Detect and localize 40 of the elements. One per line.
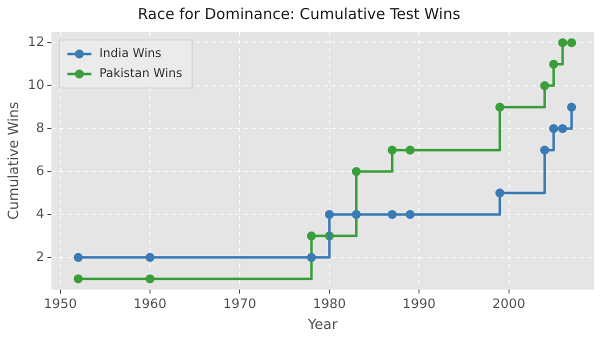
point xyxy=(74,252,83,262)
x-tick-label: 1950 xyxy=(44,296,77,312)
x-axis-title: Year xyxy=(306,317,338,334)
legend-label: India Wins xyxy=(99,46,162,60)
x-tick-label: 2000 xyxy=(492,296,526,312)
point xyxy=(352,210,361,219)
chart-title: Race for Dominance: Cumulative Test Wins xyxy=(138,4,460,23)
y-tick-label: 6 xyxy=(36,164,44,179)
y-tick-label: 10 xyxy=(28,78,44,94)
point xyxy=(352,167,361,176)
point xyxy=(388,210,397,219)
point xyxy=(558,124,568,134)
point xyxy=(324,210,334,219)
y-tick-label: 4 xyxy=(36,206,44,222)
legend-label: Pakistan Wins xyxy=(99,66,182,80)
point xyxy=(549,60,558,69)
y-tick-label: 8 xyxy=(36,120,44,136)
point xyxy=(146,252,155,262)
point xyxy=(306,231,316,240)
point xyxy=(306,252,316,262)
y-tick-label: 12 xyxy=(28,35,44,50)
point xyxy=(388,146,397,155)
y-tick-label: 2 xyxy=(36,250,44,265)
point xyxy=(74,274,83,284)
point xyxy=(540,81,550,90)
point xyxy=(495,188,504,198)
x-tick-label: 1960 xyxy=(133,296,167,312)
point xyxy=(146,274,155,284)
point xyxy=(558,38,568,48)
point xyxy=(540,146,550,155)
point xyxy=(549,124,558,134)
point xyxy=(567,38,576,48)
y-axis-title: Cumulative Wins xyxy=(6,102,22,220)
point xyxy=(495,102,504,112)
x-tick-label: 1970 xyxy=(223,296,256,312)
x-tick-label: 1980 xyxy=(312,296,346,312)
x-tick-label: 1990 xyxy=(402,296,436,312)
point xyxy=(406,146,415,155)
point xyxy=(567,102,576,112)
point xyxy=(406,210,415,219)
